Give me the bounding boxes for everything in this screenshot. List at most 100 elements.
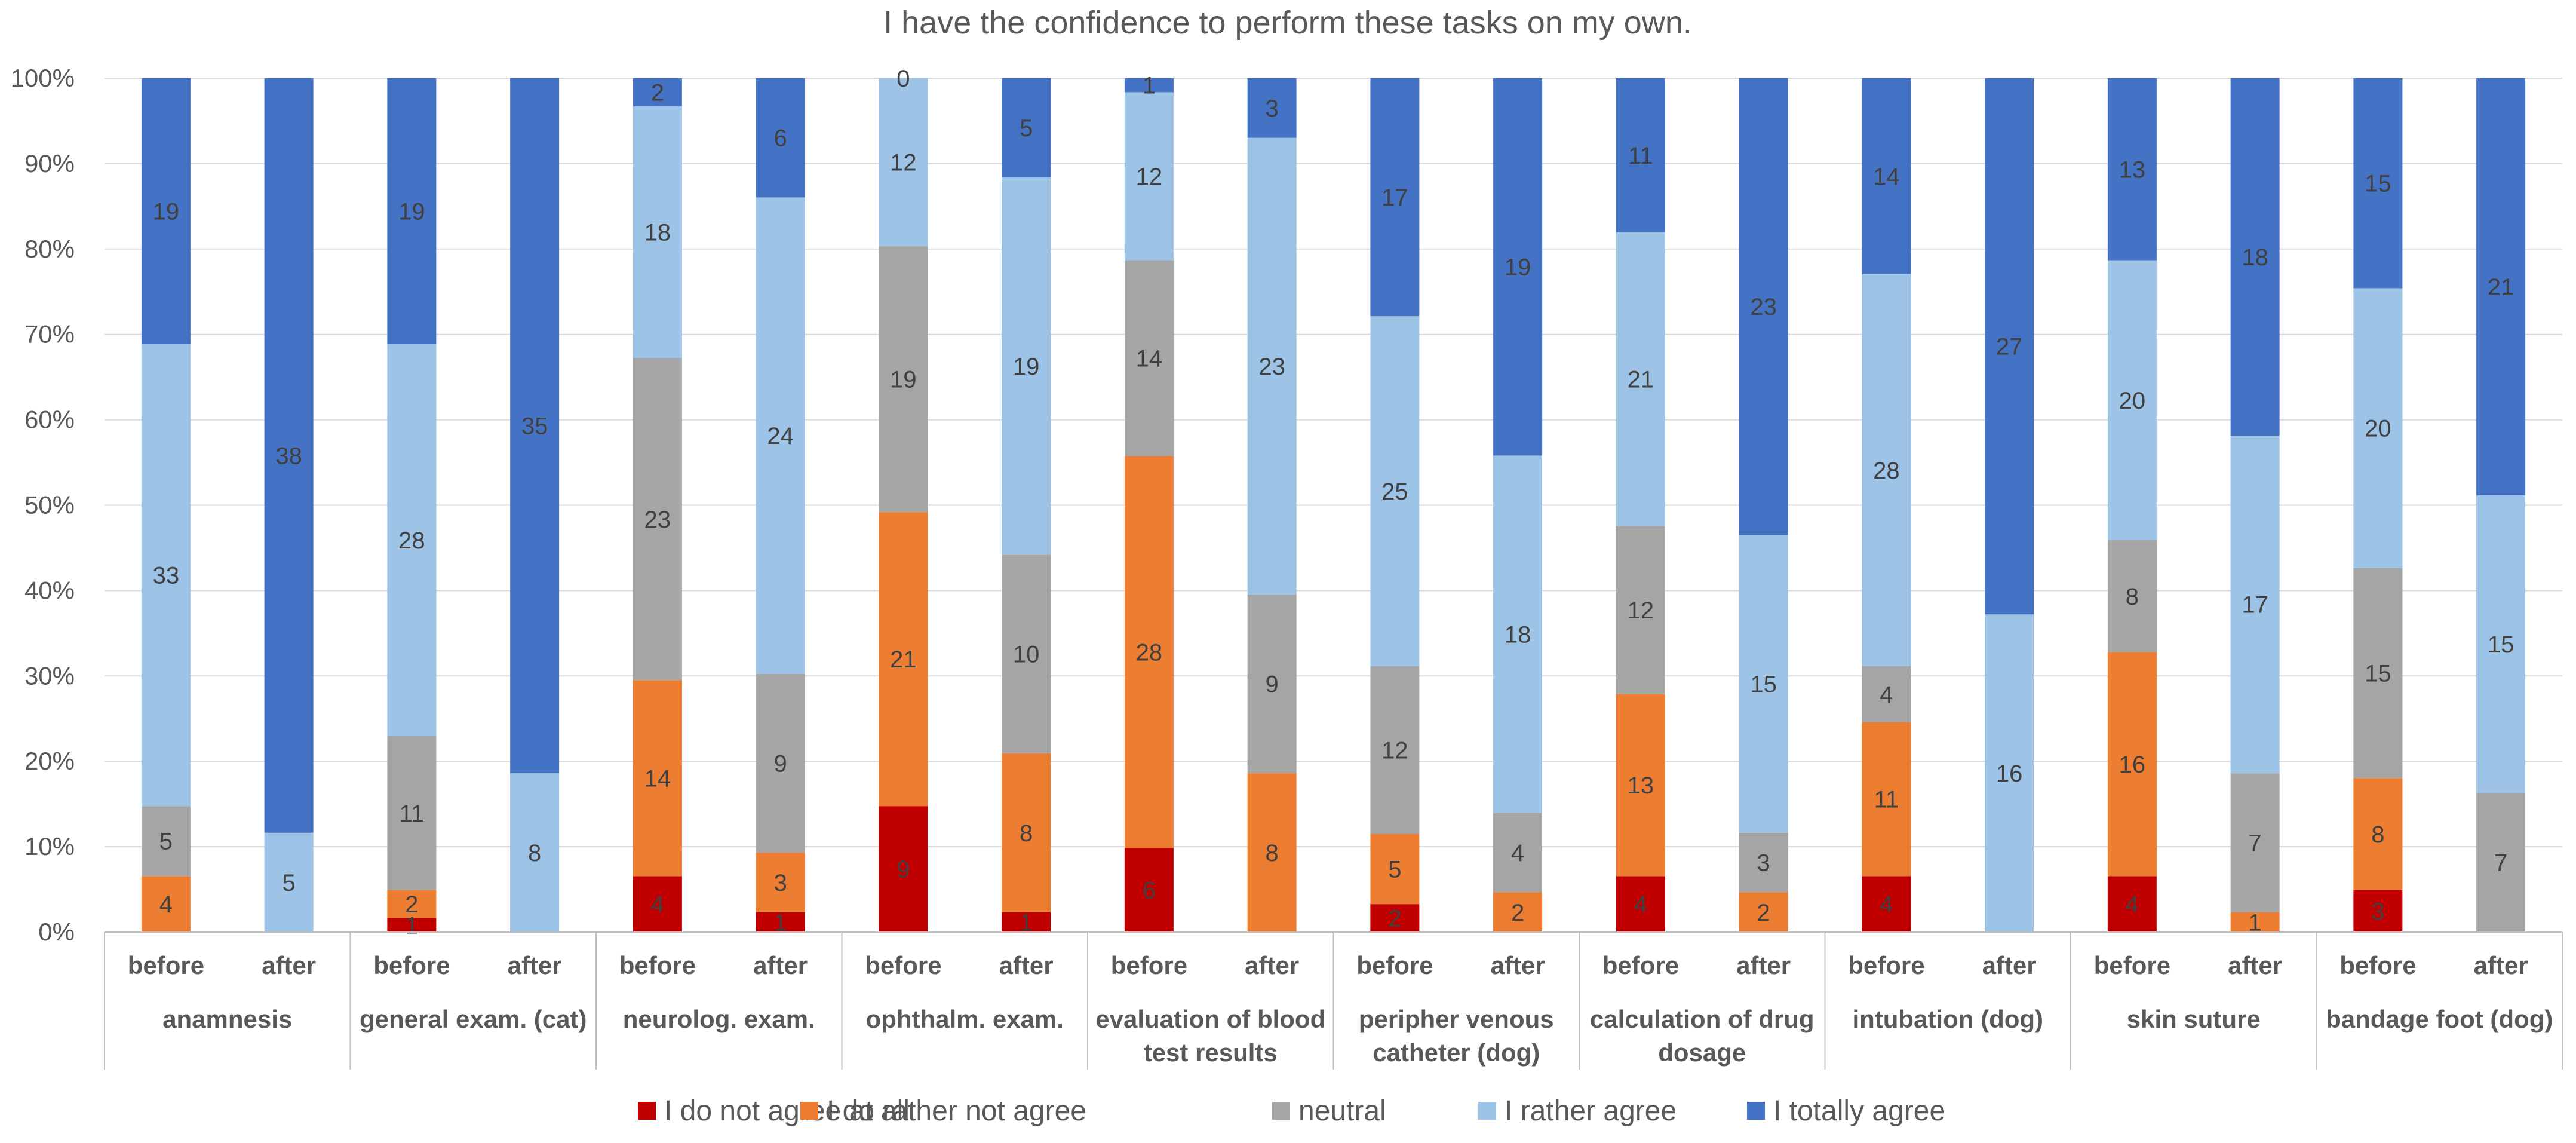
data-label: 19 [1013, 354, 1040, 380]
y-tick-label: 80% [24, 235, 75, 263]
bar-segment [1616, 78, 1665, 232]
bar-segment [2230, 78, 2280, 436]
data-label: 10 [1013, 642, 1040, 668]
bar-segment [2230, 436, 2280, 774]
data-label: 35 [521, 413, 548, 440]
legend-swatch [1747, 1102, 1765, 1120]
data-label: 4 [1880, 891, 1893, 918]
data-label: 18 [644, 220, 671, 246]
x-category-label: before [128, 951, 204, 979]
legend-swatch [1478, 1102, 1496, 1120]
x-category-label: before [1111, 951, 1187, 979]
bar-segment [2353, 778, 2403, 890]
bar-segment [1247, 595, 1297, 774]
bar-segment [756, 673, 805, 853]
data-label: 12 [1381, 737, 1408, 764]
x-group-label: general exam. (cat) [360, 1005, 587, 1033]
data-label: 2 [1511, 900, 1524, 926]
x-category-label: after [2228, 951, 2282, 979]
axes: 0% 10% 20% 30% 40% 50% 60% 70% 80% 90% 100% before a… [11, 64, 2563, 1070]
data-label: 12 [1628, 597, 1654, 624]
x-group-label: bandage foot (dog) [2326, 1005, 2553, 1033]
x-category-label: after [1491, 951, 1545, 979]
bar-segment [1002, 753, 1051, 912]
bar-segment [1862, 274, 1911, 666]
bar-segment [141, 78, 191, 345]
data-label: 15 [2365, 171, 2391, 197]
bars [141, 78, 2526, 932]
bar-segment [2476, 495, 2526, 793]
bar-segment [1862, 666, 1911, 722]
x-group-label: ophthalm. exam. [866, 1005, 1064, 1033]
legend-swatch [800, 1102, 818, 1120]
data-label: 5 [159, 829, 173, 855]
bar-segment [1247, 137, 1297, 595]
data-label: 6 [1143, 878, 1156, 904]
bar-segment [2107, 652, 2157, 877]
x-category-label: before [1602, 951, 1679, 979]
chart-title: I have the confidence to perform these t… [883, 5, 1692, 41]
data-label: 25 [1381, 479, 1408, 505]
data-label: 1 [1143, 73, 1156, 99]
data-label: 38 [275, 443, 302, 469]
bar-segment [2230, 912, 2280, 932]
bar-segment [1370, 834, 1420, 905]
gridlines [105, 78, 2562, 933]
bar-segment [1493, 892, 1543, 932]
bar-segment [1862, 722, 1911, 877]
data-label: 4 [1880, 682, 1893, 708]
bar-segment [1247, 78, 1297, 138]
x-category-label: before [2094, 951, 2170, 979]
bar-segment [2230, 773, 2280, 912]
bar-segment [510, 773, 560, 932]
data-label: 17 [2242, 592, 2268, 618]
bar-segment [1985, 614, 2034, 932]
x-group-label: evaluation of blood [1095, 1005, 1325, 1033]
bar-segment [1616, 694, 1665, 877]
data-label: 2 [1388, 906, 1401, 932]
y-tick-label: 90% [24, 149, 75, 177]
x-group-label: anamnesis [162, 1005, 292, 1033]
data-label: 1 [774, 909, 787, 936]
data-label: 21 [890, 646, 917, 673]
data-label: 19 [398, 199, 425, 225]
data-label: 27 [1996, 334, 2023, 360]
data-label: 8 [1266, 840, 1279, 866]
bar-segment [2107, 540, 2157, 652]
x-category-label: before [1848, 951, 1924, 979]
data-label: 0 [896, 66, 910, 92]
bar-segment [756, 853, 805, 912]
data-label: 15 [1750, 672, 1777, 698]
bar-segment [510, 78, 560, 774]
bar-segment [879, 78, 928, 247]
x-group-label: skin suture [2127, 1005, 2261, 1033]
data-label: 7 [2249, 830, 2262, 856]
bar-segment [2476, 793, 2526, 932]
bar-segment [1124, 78, 1174, 93]
x-category-label: before [1356, 951, 1433, 979]
data-label: 16 [2119, 752, 2146, 778]
x-category-label: after [508, 951, 562, 979]
data-label: 28 [1136, 639, 1163, 666]
data-labels: 4533195381211281983541423182139246921191… [153, 66, 2514, 939]
bar-segment [756, 78, 805, 198]
x-category-label: before [865, 951, 941, 979]
data-label: 1 [1020, 909, 1033, 936]
legend-swatch [1272, 1102, 1290, 1120]
bar-segment [1124, 456, 1174, 848]
bar-segment [756, 912, 805, 932]
data-label: 4 [2126, 891, 2139, 918]
data-label: 33 [153, 563, 180, 589]
bar-segment [1370, 904, 1420, 932]
bar-segment [1862, 78, 1911, 274]
data-label: 3 [1266, 96, 1279, 122]
data-label: 20 [2365, 416, 2391, 442]
data-label: 7 [2494, 850, 2507, 877]
data-label: 4 [159, 891, 173, 918]
x-category-label: after [1736, 951, 1791, 979]
data-label: 1 [2249, 909, 2262, 936]
bar-segment [1124, 92, 1174, 261]
bar-segment [2107, 78, 2157, 261]
y-tick-label: 70% [24, 320, 75, 348]
